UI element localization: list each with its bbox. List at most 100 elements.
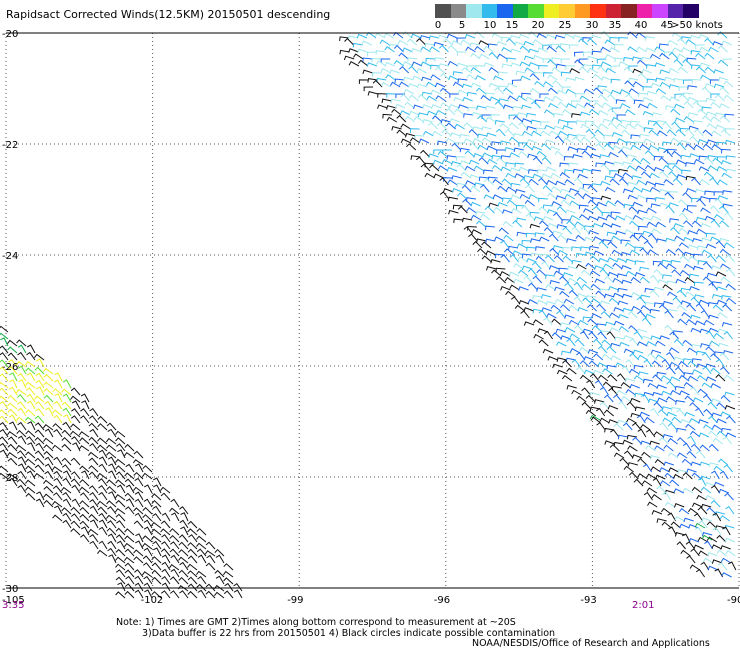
wind-barb	[695, 407, 705, 417]
wind-barb	[615, 230, 626, 236]
wind-barb	[622, 439, 633, 445]
wind-barb	[616, 389, 627, 396]
wind-barb	[590, 153, 601, 159]
wind-barb	[27, 421, 36, 431]
wind-barb	[7, 402, 18, 410]
wind-barb	[396, 114, 407, 123]
wind-barb	[457, 205, 468, 214]
legend-swatch	[636, 4, 652, 18]
wind-barb	[579, 360, 590, 368]
wind-barb	[17, 421, 27, 431]
wind-barb	[483, 177, 494, 186]
wind-barb	[523, 40, 534, 46]
wind-barb	[689, 153, 700, 158]
wind-barb	[17, 470, 27, 480]
wind-barb	[564, 179, 575, 186]
wind-barb	[538, 339, 549, 347]
wind-barb	[670, 521, 681, 529]
wind-barb	[694, 188, 706, 194]
wind-barb	[458, 104, 469, 109]
wind-barb	[580, 246, 591, 251]
wind-barb	[472, 138, 484, 144]
wind-barb	[469, 174, 480, 179]
map-title: Rapidsact Corrected Winds(12.5KM) 201505…	[6, 8, 331, 21]
wind-barb	[682, 207, 693, 214]
wind-barb	[677, 66, 689, 74]
wind-barb	[661, 507, 672, 515]
wind-barb	[88, 457, 99, 466]
wind-barb	[371, 57, 382, 63]
wind-barb	[518, 299, 530, 305]
wind-barb	[372, 72, 382, 77]
wind-barb	[592, 205, 603, 214]
wind-barb	[545, 34, 557, 39]
wind-barb	[26, 400, 36, 410]
wind-barb	[707, 401, 718, 410]
wind-barb	[576, 263, 587, 270]
wind-barb	[707, 302, 718, 307]
wind-barb	[565, 88, 577, 95]
wind-barb	[718, 342, 729, 348]
wind-barb	[624, 109, 636, 116]
wind-barb	[7, 339, 18, 347]
wind-barb	[411, 61, 423, 67]
wind-barb	[547, 74, 558, 81]
wind-barb	[151, 535, 162, 543]
wind-barb	[701, 534, 713, 541]
wind-barb	[673, 356, 684, 362]
wind-barb	[534, 80, 545, 88]
wind-barb	[689, 430, 701, 438]
wind-barb	[633, 364, 644, 370]
wind-barb	[410, 128, 420, 133]
wind-barb	[429, 164, 440, 172]
wind-barb	[653, 401, 664, 410]
wind-barb	[431, 104, 442, 109]
wind-barb	[700, 486, 712, 494]
wind-barb	[352, 42, 363, 48]
wind-barb	[670, 389, 681, 396]
wind-barb	[691, 64, 701, 69]
wind-barb	[474, 46, 485, 53]
wind-barb	[17, 435, 27, 445]
wind-barb	[654, 302, 664, 307]
wind-barb	[587, 185, 598, 193]
wind-barb	[646, 64, 656, 69]
wind-barb	[674, 516, 685, 522]
wind-barb	[572, 136, 583, 144]
wind-barb	[425, 81, 437, 88]
wind-barb	[666, 263, 677, 270]
wind-barb	[532, 55, 544, 60]
wind-barb	[481, 137, 493, 144]
wind-barb	[440, 102, 451, 109]
wind-barb	[678, 86, 689, 91]
wind-barb	[698, 520, 708, 529]
wind-barb	[412, 75, 423, 81]
wind-barb	[491, 154, 502, 160]
wind-barb	[456, 163, 467, 172]
wind-barb	[447, 44, 458, 53]
wind-barb	[88, 485, 99, 494]
wind-barb	[143, 484, 153, 494]
wind-barb	[509, 35, 521, 40]
wind-barb	[637, 209, 648, 215]
wind-barb	[663, 164, 674, 172]
wind-barb	[380, 81, 392, 88]
wind-barb	[703, 156, 714, 165]
wind-barb	[722, 350, 734, 355]
wind-barb	[701, 249, 713, 256]
wind-barb	[595, 142, 606, 151]
wind-barb	[545, 284, 556, 291]
wind-barb	[485, 92, 495, 97]
wind-barb	[500, 254, 510, 263]
wind-barb	[700, 561, 710, 571]
wind-barb	[668, 347, 680, 354]
wind-barb	[488, 67, 499, 74]
wind-barb	[535, 246, 546, 251]
wind-barb	[716, 402, 727, 410]
wind-barb	[560, 58, 571, 64]
wind-barb	[366, 62, 378, 67]
wind-barb	[643, 138, 655, 144]
wind-barb	[622, 161, 633, 167]
wind-barb	[690, 50, 701, 55]
wind-barb	[639, 144, 651, 151]
